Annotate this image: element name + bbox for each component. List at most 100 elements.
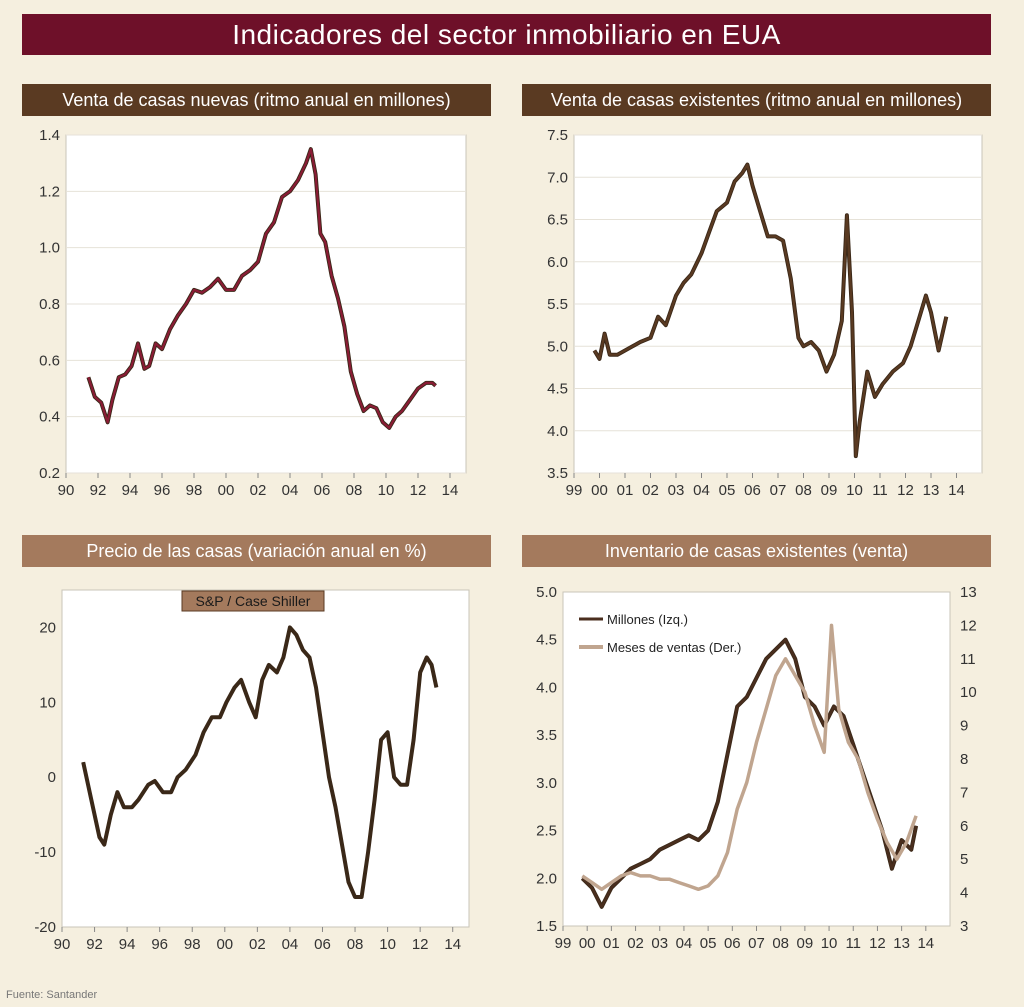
x-tick-label: 01 bbox=[603, 935, 620, 952]
x-tick-label: 06 bbox=[744, 482, 761, 499]
y2-tick-label: 4 bbox=[960, 885, 968, 902]
x-tick-label: 14 bbox=[948, 482, 965, 499]
y-tick-label: 6.5 bbox=[547, 212, 568, 229]
y2-tick-label: 8 bbox=[960, 751, 968, 768]
legend-label: Meses de ventas (Der.) bbox=[607, 640, 741, 655]
y-tick-label: 0.6 bbox=[39, 352, 60, 369]
y-tick-label: 5.5 bbox=[547, 296, 568, 313]
x-tick-label: 00 bbox=[591, 482, 608, 499]
chart-inventory: 1.5 2.0 2.5 3.0 3.5 4.0 4.5 5.0 99 00 01 02 03 04 05 06… bbox=[536, 584, 977, 952]
x-tick-label: 14 bbox=[917, 935, 934, 952]
y2-tick-label: 7 bbox=[960, 784, 968, 801]
x-tick-label: 94 bbox=[122, 482, 139, 499]
y2-tick-label: 5 bbox=[960, 851, 968, 868]
y-tick-label: 3.5 bbox=[547, 465, 568, 482]
x-tick-label: 02 bbox=[642, 482, 659, 499]
y2-tick-label: 3 bbox=[960, 918, 968, 935]
x-tick-label: 00 bbox=[579, 935, 596, 952]
y-tick-label: 2.5 bbox=[536, 823, 557, 840]
x-tick-label: 98 bbox=[186, 482, 203, 499]
x-tick-label: 02 bbox=[627, 935, 644, 952]
y2-tick-label: 10 bbox=[960, 684, 977, 701]
y-tick-label: 0.4 bbox=[39, 409, 60, 426]
x-tick-label: 10 bbox=[378, 482, 395, 499]
y2-tick-label: 6 bbox=[960, 818, 968, 835]
x-tick-label: 13 bbox=[893, 935, 910, 952]
x-tick-label: 03 bbox=[651, 935, 668, 952]
main-title: Indicadores del sector inmobiliario en E… bbox=[22, 14, 991, 55]
x-tick-label: 08 bbox=[346, 482, 363, 499]
x-tick-label: 06 bbox=[314, 482, 331, 499]
chart-house-prices: -20 -10 0 10 20 90 92 94 96 98 00 02 04 06 08 10 12 14 S&P… bbox=[34, 589, 470, 953]
chart-existing-home-sales: 3.5 4.0 4.5 5.0 5.5 6.0 6.5 7.0 7.5 99 00 01 02 03 04 0… bbox=[547, 127, 983, 499]
y-tick-label: 0 bbox=[48, 769, 56, 786]
annotation-box bbox=[181, 590, 325, 612]
x-tick-label: 14 bbox=[444, 936, 461, 953]
panel-title-existing-sales: Venta de casas existentes (ritmo anual e… bbox=[522, 84, 991, 116]
plot-area bbox=[61, 589, 470, 928]
chart-new-home-sales: 0.2 0.4 0.6 0.8 1.0 1.2 1.4 90 92 94 96 98 00 02 04 06 0… bbox=[39, 127, 467, 499]
y-tick-label: 4.5 bbox=[536, 632, 557, 649]
x-tick-label: 05 bbox=[700, 935, 717, 952]
x-tick-label: 04 bbox=[676, 935, 693, 952]
x-tick-label: 92 bbox=[90, 482, 107, 499]
x-tick-label: 12 bbox=[410, 482, 427, 499]
y-tick-label: 4.0 bbox=[536, 679, 557, 696]
x-tick-label: 00 bbox=[218, 482, 235, 499]
x-tick-label: 08 bbox=[772, 935, 789, 952]
y-tick-label: 4.0 bbox=[547, 423, 568, 440]
y-tick-label: 1.5 bbox=[536, 918, 557, 935]
x-tick-label: 14 bbox=[442, 482, 459, 499]
x-tick-label: 98 bbox=[184, 936, 201, 953]
panel-title-house-prices: Precio de las casas (variación anual en … bbox=[22, 535, 491, 567]
x-tick-label: 96 bbox=[151, 936, 168, 953]
x-tick-label: 07 bbox=[748, 935, 765, 952]
y-tick-label: 6.0 bbox=[547, 254, 568, 271]
x-tick-label: 06 bbox=[724, 935, 741, 952]
y2-tick-label: 9 bbox=[960, 718, 968, 735]
x-tick-label: 08 bbox=[795, 482, 812, 499]
y2-tick-label: 11 bbox=[960, 651, 976, 668]
y-tick-label: 5.0 bbox=[536, 584, 557, 601]
x-tick-label: 12 bbox=[412, 936, 429, 953]
x-tick-label: 94 bbox=[119, 936, 136, 953]
x-tick-label: 11 bbox=[872, 482, 888, 499]
x-tick-label: 09 bbox=[797, 935, 814, 952]
y-tick-label: 20 bbox=[39, 619, 56, 636]
x-tick-label: 06 bbox=[314, 936, 331, 953]
y-tick-label: 10 bbox=[39, 694, 56, 711]
x-tick-label: 02 bbox=[250, 482, 267, 499]
y-tick-label: 0.2 bbox=[39, 465, 60, 482]
x-tick-label: 01 bbox=[617, 482, 634, 499]
x-tick-label: 10 bbox=[821, 935, 838, 952]
y-tick-label: 5.0 bbox=[547, 338, 568, 355]
y-tick-label: -20 bbox=[34, 919, 56, 936]
y-tick-label: 7.5 bbox=[547, 127, 568, 144]
y-tick-label: 1.4 bbox=[39, 127, 60, 144]
x-tick-label: 10 bbox=[846, 482, 863, 499]
x-tick-label: 12 bbox=[869, 935, 886, 952]
y-tick-label: 3.5 bbox=[536, 727, 557, 744]
x-tick-label: 09 bbox=[821, 482, 838, 499]
series-line-1 bbox=[581, 623, 918, 892]
x-tick-label: 13 bbox=[923, 482, 940, 499]
series-line-0 bbox=[82, 626, 438, 899]
y2-tick-label: 13 bbox=[960, 584, 977, 601]
y-tick-label: 7.0 bbox=[547, 169, 568, 186]
y-tick-label: 3.0 bbox=[536, 775, 557, 792]
x-tick-label: 90 bbox=[58, 482, 75, 499]
x-tick-label: 04 bbox=[282, 936, 299, 953]
x-tick-label: 12 bbox=[897, 482, 914, 499]
x-tick-label: 02 bbox=[249, 936, 266, 953]
y-tick-label: 0.8 bbox=[39, 296, 60, 313]
source-note: Fuente: Santander bbox=[6, 989, 98, 1001]
x-tick-label: 05 bbox=[719, 482, 736, 499]
panel-title-new-sales: Venta de casas nuevas (ritmo anual en mi… bbox=[22, 84, 491, 116]
annotation-badge: S&P / Case Shiller bbox=[181, 590, 325, 612]
y-tick-label: -10 bbox=[34, 844, 56, 861]
annotation-text: S&P / Case Shiller bbox=[196, 593, 311, 609]
y-tick-label: 1.0 bbox=[39, 240, 60, 257]
x-tick-label: 96 bbox=[154, 482, 171, 499]
x-tick-label: 92 bbox=[86, 936, 103, 953]
x-tick-label: 99 bbox=[555, 935, 572, 952]
